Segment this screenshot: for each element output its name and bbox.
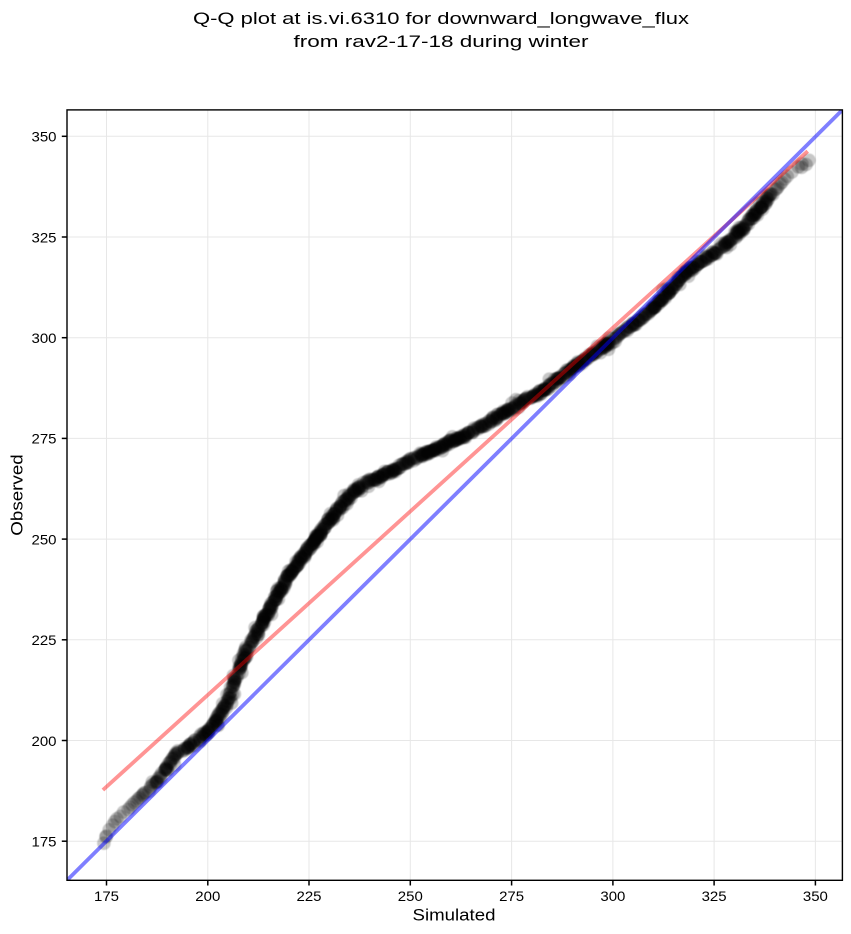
svg-text:from rav2-17-18 during winter: from rav2-17-18 during winter (294, 32, 589, 51)
svg-text:250: 250 (32, 531, 57, 547)
svg-text:Observed: Observed (8, 454, 27, 536)
svg-text:325: 325 (32, 229, 57, 245)
svg-text:350: 350 (32, 129, 57, 145)
svg-text:200: 200 (32, 733, 57, 749)
svg-text:175: 175 (32, 834, 57, 850)
svg-text:200: 200 (195, 888, 220, 904)
svg-text:175: 175 (94, 888, 119, 904)
svg-text:275: 275 (32, 431, 57, 447)
svg-text:300: 300 (32, 330, 57, 346)
svg-text:225: 225 (297, 888, 322, 904)
svg-text:225: 225 (32, 632, 57, 648)
svg-text:250: 250 (398, 888, 423, 904)
svg-text:Simulated: Simulated (413, 906, 496, 925)
svg-text:Q-Q plot at is.vi.6310 for dow: Q-Q plot at is.vi.6310 for downward_long… (193, 9, 690, 28)
svg-text:325: 325 (702, 888, 727, 904)
svg-text:275: 275 (499, 888, 524, 904)
svg-text:350: 350 (803, 888, 828, 904)
svg-text:300: 300 (600, 888, 625, 904)
